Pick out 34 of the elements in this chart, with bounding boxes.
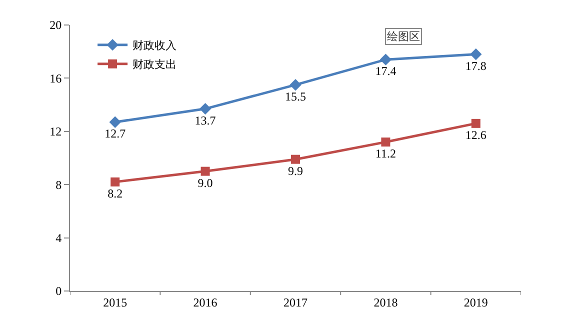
data-label: 17.4 — [375, 64, 396, 78]
data-label: 12.6 — [465, 128, 486, 142]
point — [380, 54, 392, 66]
point — [471, 118, 480, 128]
y-tick-label: 20 — [50, 18, 62, 32]
y-tick-label: 0 — [56, 284, 62, 298]
point — [381, 138, 390, 147]
data-label: 9.0 — [198, 176, 213, 190]
point — [291, 154, 300, 164]
data-label: 15.5 — [285, 89, 306, 104]
data-label: 13.7 — [194, 113, 216, 128]
point — [290, 79, 302, 91]
data-label: 12.7 — [104, 126, 126, 141]
point — [470, 48, 482, 60]
x-tick-label: 2015 — [103, 295, 128, 310]
annotation: 绘图区 — [387, 30, 420, 43]
x-tick-label: 2016 — [193, 295, 218, 310]
y-tick-label: 12 — [50, 124, 62, 139]
legend-label: 财政支出 — [132, 58, 177, 72]
legend-label: 财政收入 — [132, 39, 177, 52]
x-tick-label: 2017 — [284, 295, 308, 310]
x-tick-label: 2018 — [374, 295, 398, 310]
point — [109, 116, 121, 128]
point — [110, 177, 120, 186]
y-tick-label: 4 — [56, 231, 62, 245]
data-label: 17.8 — [465, 58, 486, 73]
x-tick-label: 2019 — [464, 295, 488, 310]
point — [200, 166, 210, 176]
data-label: 9.9 — [288, 164, 303, 178]
data-label: 11.2 — [375, 146, 396, 161]
data-label: 8.2 — [108, 186, 123, 201]
y-tick-label: 16 — [50, 71, 62, 86]
point — [199, 102, 212, 115]
y-tick-label: 8 — [56, 178, 62, 192]
